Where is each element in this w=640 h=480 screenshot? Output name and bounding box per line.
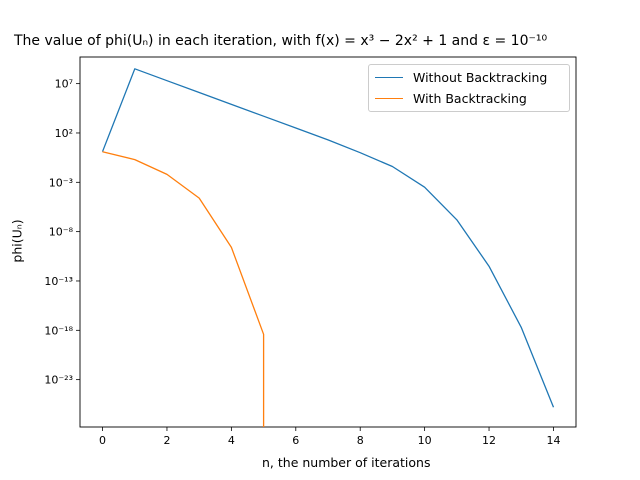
x-axis-label: n, the number of iterations [262,455,431,470]
y-axis-label: phi(Uₙ) [9,219,25,263]
x-tick-label: 0 [99,434,106,447]
x-tick-label: 14 [546,434,560,447]
y-ticks: 10⁷ 10² 10⁻³ 10⁻⁸ 10⁻¹³ 10⁻¹⁸ 10⁻²³ [44,78,80,387]
x-tick-label: 4 [228,434,235,447]
x-tick-label: 10 [418,434,432,447]
legend-swatch-with-backtracking [375,97,403,99]
series-line-without-backtracking [101,68,555,408]
y-tick-label: 10⁻⁸ [49,226,74,239]
legend-swatch-without-backtracking [375,76,403,78]
y-tick-label: 10⁻¹³ [44,275,73,288]
y-tick-label: 10⁻¹⁸ [44,324,73,337]
axes-frame [79,56,577,428]
chart-title: The value of phi(Uₙ) in each iteration, … [14,33,548,49]
legend-label-without-backtracking: Without Backtracking [413,69,548,85]
x-tick-label: 8 [357,434,364,447]
y-tick-label: 10² [55,127,73,140]
x-tick-label: 12 [482,434,496,447]
legend: Without Backtracking With Backtracking [368,64,570,112]
x-tick-label: 2 [163,434,170,447]
x-ticks: 0 2 4 6 8 10 12 14 [99,427,560,447]
y-tick-label: 10⁷ [55,78,73,91]
legend-entry-with-backtracking: With Backtracking [375,89,527,107]
legend-entry-without-backtracking: Without Backtracking [375,68,547,86]
y-tick-label: 10⁻³ [49,176,73,189]
series-line-with-backtracking [102,151,265,427]
y-tick-label: 10⁻²³ [44,374,73,387]
series-lines [101,68,555,427]
x-tick-label: 6 [292,434,299,447]
legend-label-with-backtracking: With Backtracking [413,90,527,106]
